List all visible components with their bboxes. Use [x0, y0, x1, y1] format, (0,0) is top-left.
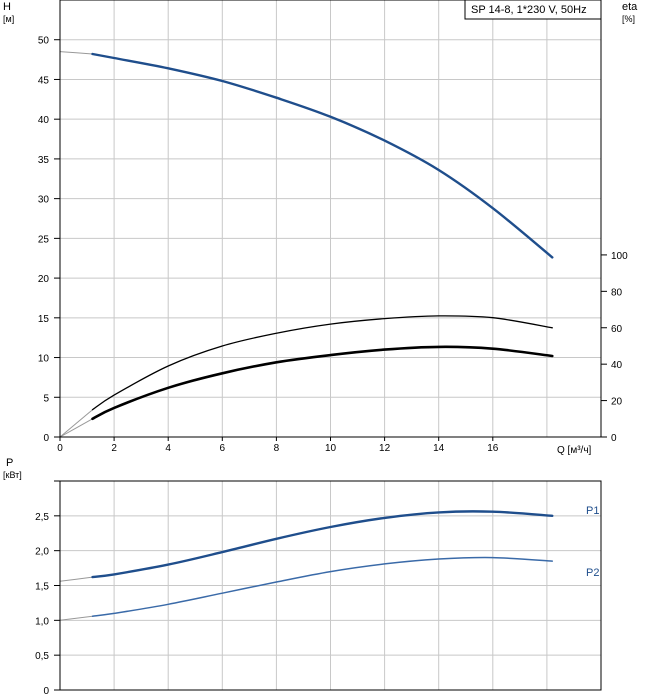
power-tick-label: 1,0	[35, 616, 49, 627]
top-ticks: 0 2 4 6 8 10 12 14 16 0 5 10 15 20 25 30 35 40 45 50 0 20 40 60…	[38, 36, 628, 454]
y-left-label-unit: [м]	[3, 14, 14, 24]
series-label-p1: P1	[586, 505, 599, 517]
y-left-tick-label: 25	[38, 234, 50, 245]
power-tick-label: 0	[43, 686, 49, 697]
y-left-tick-label: 50	[38, 36, 50, 47]
x-tick-label: 10	[325, 443, 337, 454]
efficiency-curve-lower-extrapolated	[59, 418, 93, 438]
y-right-tick-label: 80	[611, 287, 623, 298]
y-left-tick-label: 40	[38, 115, 50, 126]
x-tick-label: 16	[487, 443, 499, 454]
efficiency-curve-upper	[91, 315, 553, 411]
x-tick-label: 2	[111, 443, 117, 454]
legend-box-label: SP 14-8, 1*230 V, 50Hz	[471, 4, 587, 16]
y-right-label-top: eta	[622, 1, 638, 13]
x-tick-label: 6	[220, 443, 226, 454]
legend-box: SP 14-8, 1*230 V, 50Hz	[464, 0, 602, 20]
y-right-tick-label: 0	[611, 433, 617, 444]
y-right-tick-label: 20	[611, 397, 623, 408]
y-left-tick-label: 10	[38, 354, 50, 365]
x-axis-label: Q [м³/ч]	[557, 445, 592, 456]
power-curve-p1	[91, 510, 554, 579]
power-tick-label: 2,0	[35, 547, 49, 558]
efficiency-curve-upper-extrapolated	[59, 409, 93, 438]
top-grid	[59, 0, 602, 438]
top-curves	[59, 51, 554, 438]
y-left-tick-label: 30	[38, 195, 50, 206]
y-right-tick-label: 100	[611, 251, 628, 262]
power-curve-p1-extrapolated	[59, 576, 93, 582]
y-left-tick-label: 35	[38, 155, 50, 166]
y-left-tick-label: 45	[38, 75, 50, 86]
x-tick-label: 4	[165, 443, 171, 454]
power-tick-label: 1,5	[35, 582, 49, 593]
efficiency-curve-lower	[91, 345, 554, 421]
power-label-top: P	[6, 457, 13, 469]
bottom-ticks: 0 0,5 1,0 1,5 2,0 2,5	[35, 480, 60, 697]
head-curve	[91, 52, 554, 259]
y-left-tick-label: 15	[38, 314, 50, 325]
power-tick-label: 0,5	[35, 651, 49, 662]
bottom-curves	[59, 510, 554, 621]
x-tick-label: 14	[433, 443, 445, 454]
series-label-p2: P2	[586, 567, 599, 579]
y-left-tick-label: 5	[43, 393, 49, 404]
power-tick-label: 2,5	[35, 512, 49, 523]
x-tick-label: 12	[379, 443, 391, 454]
head-curve-extrapolated	[59, 51, 93, 55]
y-left-label-top: H	[3, 1, 11, 13]
y-right-tick-label: 40	[611, 360, 623, 371]
x-tick-label: 8	[274, 443, 280, 454]
x-tick-label: 0	[57, 443, 63, 454]
y-right-label-unit: [%]	[622, 14, 635, 24]
power-label-unit: [кВт]	[3, 470, 22, 480]
y-left-tick-label: 20	[38, 274, 50, 285]
power-curve-p2-extrapolated	[59, 615, 93, 621]
y-right-tick-label: 60	[611, 324, 623, 335]
power-curve-p2	[91, 556, 554, 617]
y-left-tick-label: 0	[43, 433, 49, 444]
